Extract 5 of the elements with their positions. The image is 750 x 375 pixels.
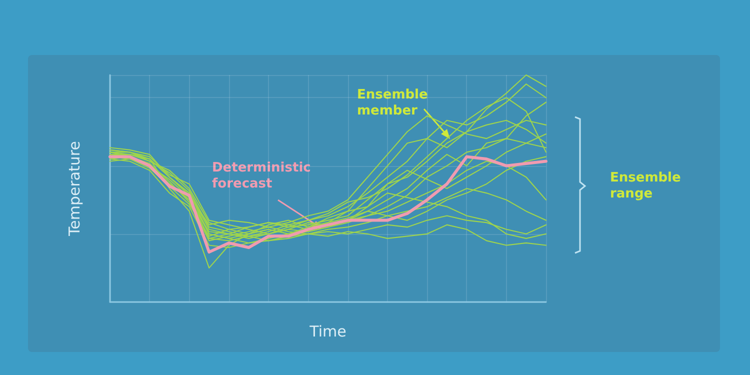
y-axis-title: Temperature	[66, 140, 84, 238]
text: Ensemble range	[610, 170, 681, 202]
x-axis-title: Time	[308, 322, 346, 340]
annotation: Deterministic forecast	[212, 160, 311, 192]
annotation: Ensemble member	[357, 88, 428, 118]
